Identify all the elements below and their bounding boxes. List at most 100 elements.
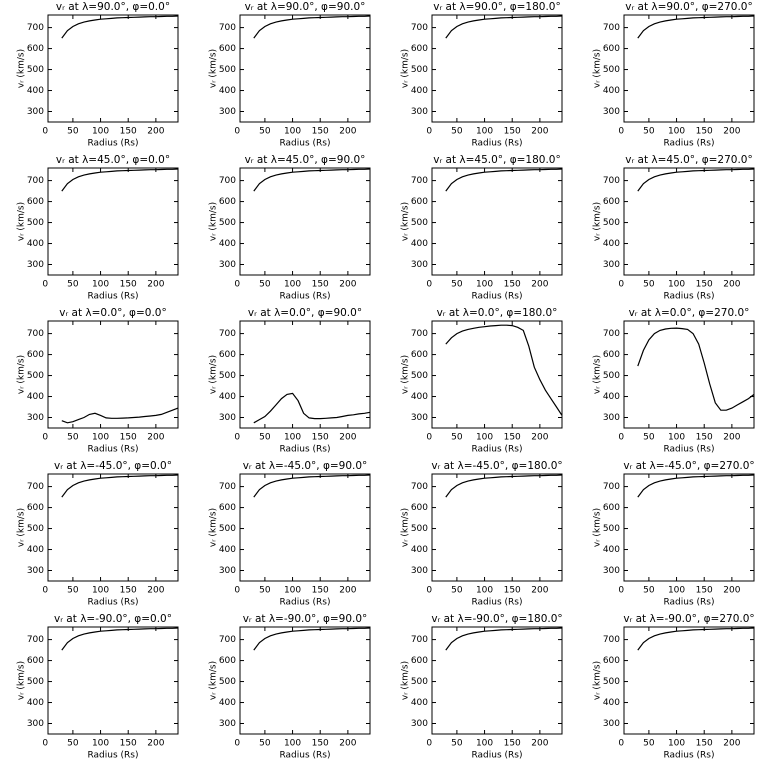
x-tick-label: 100 bbox=[668, 433, 685, 443]
y-tick-label: 300 bbox=[219, 566, 236, 576]
y-tick-label: 400 bbox=[219, 86, 236, 96]
line bbox=[637, 327, 755, 411]
y-tick-label: 700 bbox=[411, 176, 428, 186]
x-tick-label: 200 bbox=[339, 433, 356, 443]
y-tick-label: 500 bbox=[27, 218, 44, 228]
x-tick-label: 150 bbox=[696, 127, 713, 137]
y-tick-label: 500 bbox=[27, 677, 44, 687]
x-axis-label: Radius (Rs) bbox=[471, 445, 522, 455]
x-tick-label: 50 bbox=[451, 127, 463, 137]
y-axis-label: vᵣ (km/s) bbox=[401, 49, 411, 88]
x-tick-label: 200 bbox=[339, 127, 356, 137]
x-tick-label: 100 bbox=[668, 586, 685, 596]
y-tick-label: 700 bbox=[411, 23, 428, 33]
y-tick-label: 300 bbox=[219, 107, 236, 117]
x-tick-label: 200 bbox=[147, 739, 164, 749]
x-tick-label: 0 bbox=[426, 280, 432, 290]
y-tick-label: 600 bbox=[603, 197, 620, 207]
x-tick-label: 50 bbox=[643, 127, 655, 137]
x-tick-label: 150 bbox=[504, 433, 521, 443]
y-axis-label: vᵣ (km/s) bbox=[593, 49, 603, 88]
y-tick-label: 600 bbox=[603, 44, 620, 54]
y-tick-label: 600 bbox=[411, 656, 428, 666]
y-tick-label: 500 bbox=[27, 65, 44, 75]
y-tick-label: 500 bbox=[27, 524, 44, 534]
chart-title: vᵣ at λ=90.0°, φ=0.0° bbox=[56, 1, 170, 13]
y-tick-label: 600 bbox=[219, 350, 236, 360]
x-tick-label: 100 bbox=[284, 433, 301, 443]
x-tick-label: 0 bbox=[426, 739, 432, 749]
line bbox=[61, 168, 179, 192]
y-tick-label: 400 bbox=[27, 545, 44, 555]
x-tick-label: 100 bbox=[476, 586, 493, 596]
y-tick-label: 300 bbox=[219, 413, 236, 423]
x-axis-label: Radius (Rs) bbox=[471, 139, 522, 149]
x-tick-label: 100 bbox=[92, 280, 109, 290]
y-tick-label: 500 bbox=[411, 371, 428, 381]
x-axis-label: Radius (Rs) bbox=[87, 292, 138, 302]
y-tick-label: 500 bbox=[219, 65, 236, 75]
line bbox=[61, 15, 179, 39]
y-tick-label: 700 bbox=[27, 176, 44, 186]
x-tick-label: 200 bbox=[723, 739, 740, 749]
y-tick-label: 700 bbox=[411, 482, 428, 492]
y-tick-label: 700 bbox=[27, 329, 44, 339]
plot-frame bbox=[623, 167, 755, 276]
x-tick-label: 150 bbox=[120, 433, 137, 443]
chart-title: vᵣ at λ=-45.0°, φ=180.0° bbox=[431, 460, 562, 472]
y-tick-label: 300 bbox=[603, 260, 620, 270]
y-tick-label: 600 bbox=[27, 656, 44, 666]
x-tick-label: 150 bbox=[312, 433, 329, 443]
y-tick-label: 700 bbox=[603, 329, 620, 339]
x-axis-label: Radius (Rs) bbox=[663, 598, 714, 608]
y-tick-label: 400 bbox=[219, 545, 236, 555]
x-tick-label: 100 bbox=[668, 739, 685, 749]
y-tick-label: 400 bbox=[27, 239, 44, 249]
x-tick-label: 200 bbox=[147, 280, 164, 290]
x-tick-label: 100 bbox=[284, 739, 301, 749]
line bbox=[637, 627, 755, 651]
chart-title: vᵣ at λ=-90.0°, φ=90.0° bbox=[243, 613, 368, 625]
x-tick-label: 200 bbox=[531, 127, 548, 137]
x-tick-label: 150 bbox=[120, 280, 137, 290]
y-tick-label: 300 bbox=[219, 719, 236, 729]
line bbox=[637, 474, 755, 498]
y-tick-label: 400 bbox=[219, 239, 236, 249]
x-axis-label: Radius (Rs) bbox=[87, 598, 138, 608]
y-tick-label: 600 bbox=[27, 503, 44, 513]
y-tick-label: 600 bbox=[27, 197, 44, 207]
y-tick-label: 300 bbox=[411, 260, 428, 270]
x-tick-label: 50 bbox=[259, 433, 271, 443]
y-axis-label: vᵣ (km/s) bbox=[593, 661, 603, 700]
plot-frame bbox=[239, 320, 371, 429]
y-tick-label: 700 bbox=[219, 23, 236, 33]
line bbox=[637, 168, 755, 192]
y-tick-label: 500 bbox=[411, 677, 428, 687]
chart-title: vᵣ at λ=-45.0°, φ=90.0° bbox=[243, 460, 368, 472]
y-tick-label: 300 bbox=[27, 260, 44, 270]
y-tick-label: 500 bbox=[411, 65, 428, 75]
x-tick-label: 200 bbox=[147, 127, 164, 137]
x-tick-label: 0 bbox=[42, 739, 48, 749]
y-tick-label: 300 bbox=[411, 719, 428, 729]
y-tick-label: 600 bbox=[219, 656, 236, 666]
plot-frame bbox=[47, 626, 179, 735]
y-tick-label: 300 bbox=[27, 719, 44, 729]
y-tick-label: 400 bbox=[219, 698, 236, 708]
x-tick-label: 0 bbox=[234, 739, 240, 749]
y-tick-label: 500 bbox=[411, 524, 428, 534]
chart-title: vᵣ at λ=90.0°, φ=270.0° bbox=[625, 1, 753, 13]
x-tick-label: 0 bbox=[618, 280, 624, 290]
chart-title: vᵣ at λ=45.0°, φ=0.0° bbox=[56, 154, 170, 166]
chart-title: vᵣ at λ=-45.0°, φ=0.0° bbox=[54, 460, 172, 472]
y-tick-label: 300 bbox=[219, 260, 236, 270]
x-tick-label: 0 bbox=[234, 127, 240, 137]
y-tick-label: 400 bbox=[27, 698, 44, 708]
x-axis-label: Radius (Rs) bbox=[279, 292, 330, 302]
y-tick-label: 700 bbox=[219, 482, 236, 492]
plot-frame bbox=[431, 320, 563, 429]
x-tick-label: 100 bbox=[92, 433, 109, 443]
plot-frame bbox=[623, 473, 755, 582]
line bbox=[253, 627, 371, 651]
chart-title: vᵣ at λ=45.0°, φ=180.0° bbox=[433, 154, 561, 166]
